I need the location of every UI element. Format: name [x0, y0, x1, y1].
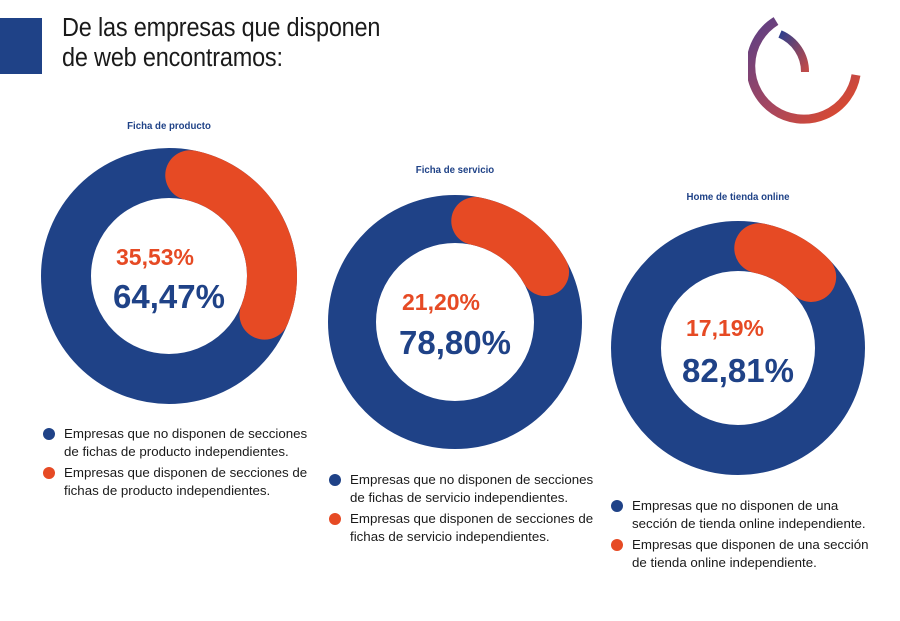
legend-dot-blue: [329, 474, 341, 486]
pct-disponen-label: 17,19%: [686, 315, 764, 341]
legend-dot-blue: [43, 428, 55, 440]
donut-chart-ficha-producto: 35,53% 64,47%: [41, 148, 297, 404]
page-title-line1: De las empresas que disponen: [62, 14, 381, 42]
title-accent-block: [0, 18, 42, 74]
legend-text: Empresas que disponen de una sección de …: [632, 537, 869, 570]
pct-no-disponen-label: 64,47%: [113, 278, 225, 315]
legend-item-disponen: Empresas que disponen de secciones de fi…: [329, 510, 599, 545]
legend-home-tienda-online: Empresas que no disponen de una sección …: [611, 497, 881, 575]
chart-title-home-tienda-online: Home de tienda online: [686, 191, 790, 203]
donut-arc-disponen: [451, 197, 570, 297]
pct-disponen-label: 21,20%: [402, 289, 480, 315]
legend-item-no-disponen: Empresas que no disponen de secciones de…: [43, 425, 313, 460]
donut-arc-disponen: [734, 223, 837, 302]
chart-title-ficha-servicio: Ficha de servicio: [415, 164, 495, 176]
legend-item-no-disponen: Empresas que no disponen de secciones de…: [329, 471, 599, 506]
legend-item-disponen: Empresas que disponen de una sección de …: [611, 536, 881, 571]
pct-no-disponen-label: 82,81%: [682, 352, 794, 389]
legend-text: Empresas que disponen de secciones de fi…: [350, 511, 594, 544]
pct-disponen-label: 35,53%: [116, 244, 194, 270]
legend-dot-orange: [611, 539, 623, 551]
pct-no-disponen-label: 78,80%: [399, 324, 511, 361]
page-title-line2: de web encontramos:: [62, 44, 283, 72]
legend-item-disponen: Empresas que disponen de secciones de fi…: [43, 464, 313, 499]
legend-text: Empresas que no disponen de secciones de…: [350, 472, 594, 505]
legend-text: Empresas que disponen de secciones de fi…: [64, 465, 308, 498]
logo-inner-arc: [778, 30, 810, 73]
donut-chart-ficha-servicio: 21,20% 78,80%: [328, 195, 582, 449]
circular-arcs-logo-icon: [748, 17, 861, 124]
legend-text: Empresas que no disponen de secciones de…: [64, 426, 308, 459]
donut-chart-home-tienda-online: 17,19% 82,81%: [611, 221, 865, 475]
legend-dot-orange: [329, 513, 341, 525]
legend-item-no-disponen: Empresas que no disponen de una sección …: [611, 497, 881, 532]
legend-ficha-servicio: Empresas que no disponen de secciones de…: [329, 471, 599, 549]
legend-dot-orange: [43, 467, 55, 479]
legend-ficha-producto: Empresas que no disponen de secciones de…: [43, 425, 313, 503]
legend-text: Empresas que no disponen de una sección …: [632, 498, 866, 531]
logo-outer-arc: [748, 17, 861, 124]
chart-title-ficha-producto: Ficha de producto: [127, 120, 211, 132]
legend-dot-blue: [611, 500, 623, 512]
donut-arc-disponen: [165, 150, 297, 340]
page-title: De las empresas que disponen de web enco…: [62, 13, 380, 73]
